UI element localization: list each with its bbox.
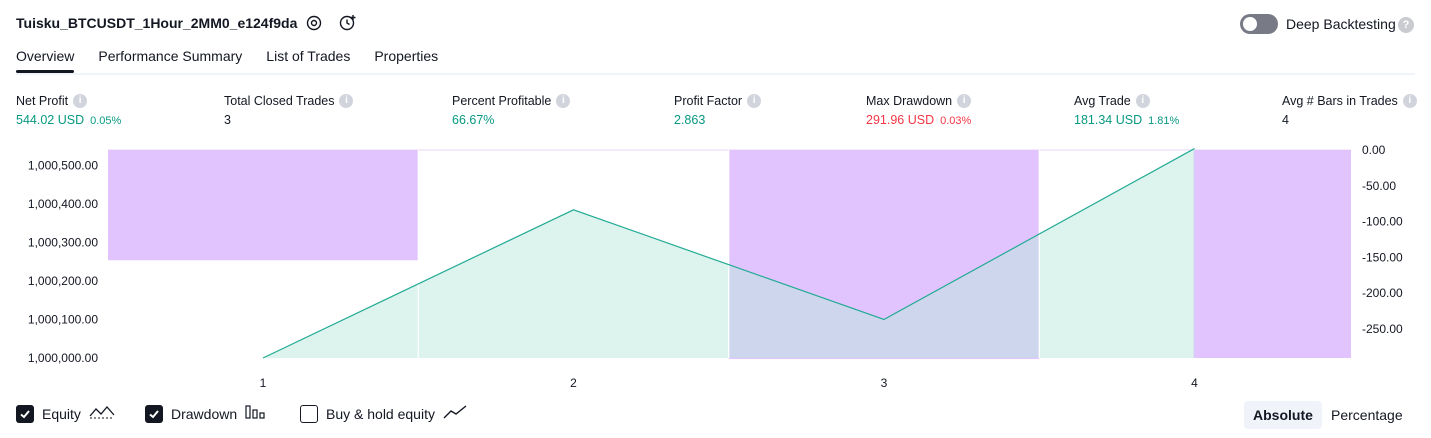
y-left-tick-label: 1,000,300.00 [28,236,98,250]
metric-value: 544.02 USD [16,113,85,127]
info-icon[interactable]: i [957,94,972,108]
info-icon[interactable]: i [1402,94,1417,108]
tab-bar: Overview Performance Summary List of Tra… [16,48,439,73]
y-right-tick-label: -200.00 [1362,286,1403,300]
x-tick-label: 4 [1191,376,1198,390]
x-tick-label: 2 [570,376,577,390]
drawdown-bar [1193,150,1351,358]
deep-backtesting-label: Deep Backtesting [1286,16,1396,32]
info-icon[interactable]: i [747,94,762,108]
tab-divider [16,73,1415,75]
equity-checkbox[interactable] [16,404,34,423]
metric-value: 3 [224,113,231,127]
info-icon[interactable]: i [73,94,88,108]
help-icon[interactable]: ? [1398,17,1414,33]
metric-avg-bars-in-trades: Avg # Bars in Trades i 4 [1282,94,1417,127]
deep-backtesting-toggle[interactable] [1240,14,1278,34]
add-alert-icon[interactable] [337,12,359,34]
metric-percent-profitable: Percent Profitable i 66.67% [452,94,571,127]
metric-profit-factor: Profit Factor i 2.863 [674,94,762,127]
percentage-button[interactable]: Percentage [1331,407,1403,423]
legend-equity[interactable]: Equity [16,404,115,423]
legend-label: Drawdown [171,405,238,422]
tab-overview[interactable]: Overview [16,48,75,73]
tab-list-of-trades[interactable]: List of Trades [266,48,351,64]
y-left-tick-label: 1,000,500.00 [28,159,98,173]
equity-line-icon [89,404,115,423]
metric-value: 181.34 USD [1074,113,1143,127]
metric-label: Avg Trade [1074,94,1131,108]
y-left-tick-label: 1,000,000.00 [28,351,98,365]
y-right-tick-label: -50.00 [1362,179,1396,193]
metric-max-drawdown: Max Drawdown i 291.96 USD 0.03% [866,94,971,127]
strategy-title: Tuisku_BTCUSDT_1Hour_2MM0_e124f9da [16,15,298,31]
drawdown-bars-icon [245,404,267,423]
y-right-tick-label: -100.00 [1362,215,1403,229]
equity-drawdown-chart[interactable]: 1,000,000.00 1,000,100.00 1,000,200.00 1,00… [0,140,1431,398]
metric-label: Avg # Bars in Trades [1282,94,1398,108]
tab-performance-summary[interactable]: Performance Summary [98,48,243,64]
metric-percent: 0.05% [90,115,122,127]
metric-value: 2.863 [674,113,706,127]
y-left-tick-label: 1,000,200.00 [28,274,98,288]
legend-drawdown[interactable]: Drawdown [145,404,267,423]
metric-label: Percent Profitable [452,94,552,108]
info-icon[interactable]: i [1135,94,1150,108]
drawdown-checkbox[interactable] [145,404,163,423]
metric-percent: 1.81% [1148,115,1180,127]
metric-value: 4 [1282,113,1289,127]
metric-label: Total Closed Trades [224,94,335,108]
y-right-tick-label: -150.00 [1362,250,1403,264]
y-left-tick-label: 1,000,400.00 [28,197,98,211]
metric-net-profit: Net Profit i 544.02 USD 0.05% [16,94,121,127]
x-tick-label: 3 [881,376,888,390]
metric-label: Max Drawdown [866,94,953,108]
metric-label: Net Profit [16,94,69,108]
y-left-tick-label: 1,000,100.00 [28,313,98,327]
metric-value: 66.67% [452,113,495,127]
x-tick-label: 1 [260,376,267,390]
y-right-tick-label: -250.00 [1362,322,1403,336]
info-icon[interactable]: i [556,94,571,108]
metric-value: 291.96 USD [866,113,935,127]
info-icon[interactable]: i [339,94,354,108]
equity-line [262,148,1195,359]
drawdown-bar [108,150,419,261]
metric-avg-trade: Avg Trade i 181.34 USD 1.81% [1074,94,1179,127]
y-right-tick-label: 0.00 [1362,143,1386,157]
buy-hold-checkbox[interactable] [300,404,318,423]
metric-percent: 0.03% [940,115,972,127]
tab-properties[interactable]: Properties [374,48,439,64]
legend-buy-hold-equity[interactable]: Buy & hold equity [300,404,467,423]
metric-label: Profit Factor [674,94,743,108]
absolute-button[interactable]: Absolute [1244,401,1322,429]
settings-icon[interactable] [303,12,325,34]
buy-hold-line-icon [443,404,467,423]
legend-label: Buy & hold equity [326,405,435,422]
legend-label: Equity [42,405,81,422]
metric-total-closed-trades: Total Closed Trades i 3 [224,94,354,127]
